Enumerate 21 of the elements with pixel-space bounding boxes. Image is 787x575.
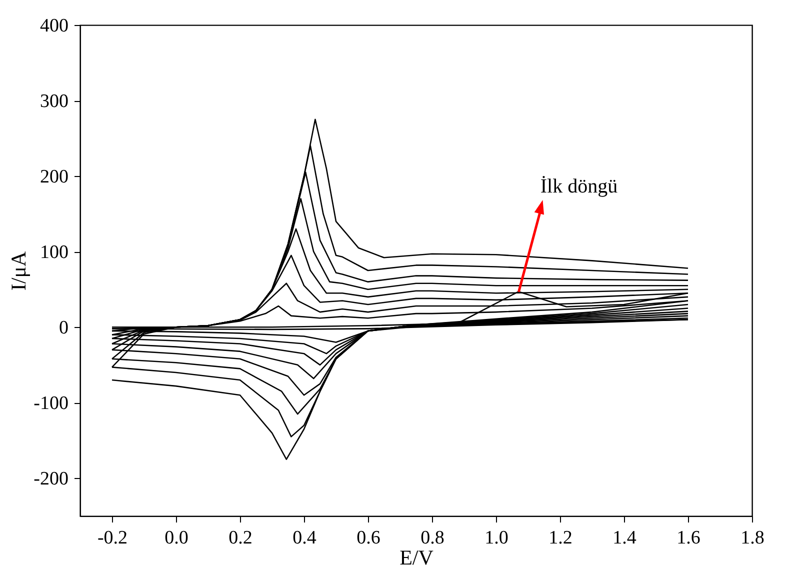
x-tick-label: 1.2: [548, 528, 572, 548]
x-axis-title: E/V: [400, 546, 434, 570]
y-tick-label: 300: [40, 91, 68, 112]
y-tick-label: 400: [40, 16, 68, 36]
x-tick-label: 1.4: [612, 528, 637, 548]
x-tick-label: 0.2: [228, 528, 252, 548]
x-tick-label: 1.8: [740, 528, 764, 548]
annotation: İlk döngü: [540, 176, 618, 198]
x-tick-label: 1.6: [676, 528, 700, 548]
x-tick-label: 0.6: [356, 528, 380, 548]
y-tick-label: 100: [40, 242, 68, 264]
x-tick-label: 0.4: [292, 528, 317, 548]
x-tick-label: -0.2: [97, 528, 128, 548]
y-tick-label: 0: [59, 318, 68, 339]
x-tick-label: 1.0: [484, 528, 508, 548]
x-tick-label: 0.8: [420, 528, 444, 548]
y-axis-title: I/μA: [6, 250, 31, 291]
y-tick-label: -100: [34, 393, 68, 414]
y-tick-label: -200: [34, 468, 68, 490]
x-tick-label: 0.0: [164, 528, 188, 548]
y-tick-label: 200: [40, 166, 68, 188]
